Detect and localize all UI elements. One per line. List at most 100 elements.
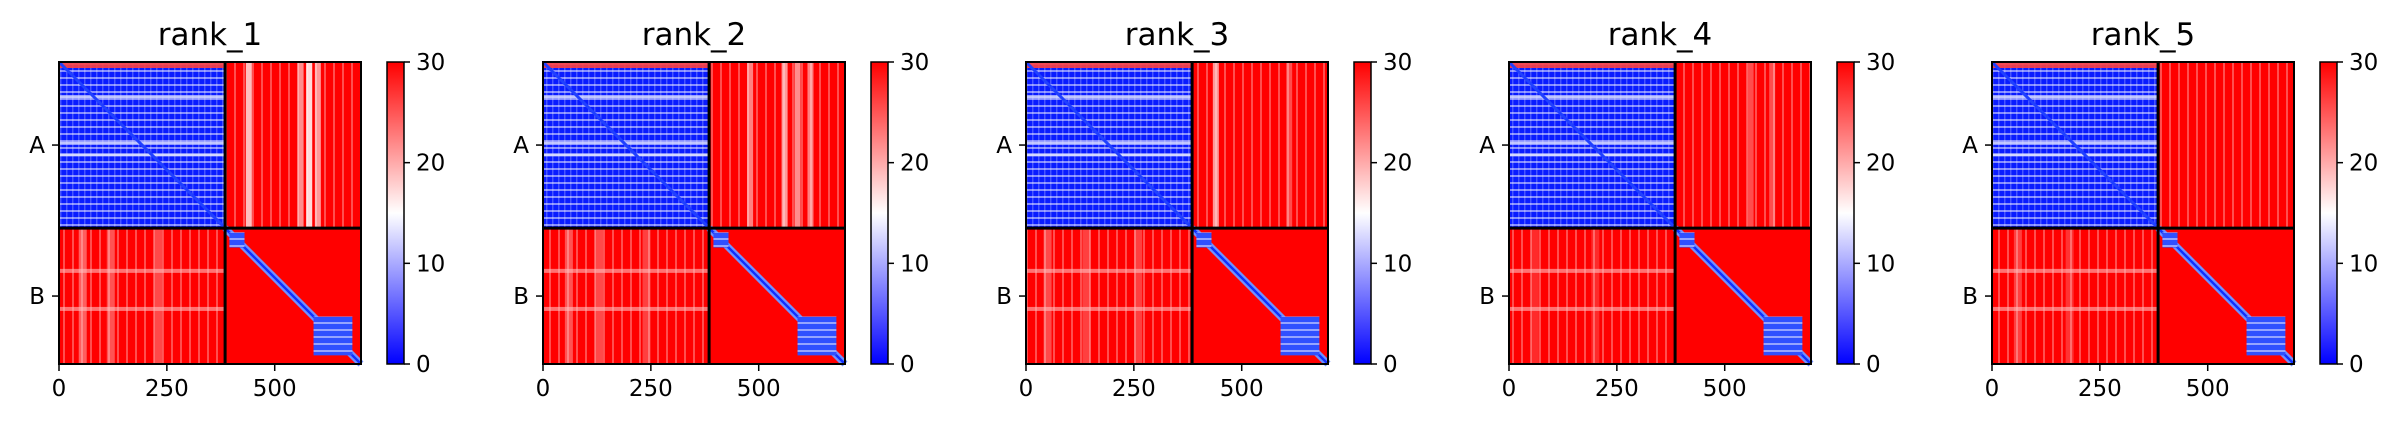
inter-chain-BA-band bbox=[1026, 306, 1193, 311]
inter-chain-BA-band bbox=[1992, 306, 2159, 311]
diagonal-A bbox=[1507, 60, 1677, 230]
inter-chain-BA-texture bbox=[1509, 228, 1676, 364]
panel-body: 0 250 500 A B 0 10 20 30 bbox=[1479, 50, 1895, 402]
domain-block-B-texture bbox=[2246, 316, 2286, 356]
y-tick-label: A bbox=[996, 133, 1012, 159]
colorbar-tick-label: 10 bbox=[1383, 251, 1412, 277]
y-tick-label: A bbox=[29, 133, 45, 159]
x-tick-label: 250 bbox=[2078, 376, 2122, 402]
x-tick-label: 0 bbox=[536, 376, 551, 402]
inter-chain-AB-texture bbox=[1192, 62, 1328, 229]
colorbar-tick-label: 20 bbox=[900, 151, 929, 177]
inter-chain-BA-band bbox=[59, 306, 226, 311]
colorbar-gradient bbox=[1353, 61, 1372, 365]
intra-chain-A-band bbox=[1026, 95, 1193, 99]
colorbar-gradient bbox=[386, 61, 405, 365]
inter-chain-AB-texture bbox=[709, 62, 845, 229]
colorbar-tick-label: 10 bbox=[900, 251, 929, 277]
diagonal-A bbox=[57, 60, 227, 230]
domain-block-B-texture bbox=[229, 232, 245, 248]
colorbar: 0 10 20 30 bbox=[870, 50, 929, 378]
x-tick-label: 250 bbox=[145, 376, 189, 402]
inter-chain-BA-stripe bbox=[1043, 228, 1052, 364]
inter-chain-BA-stripe bbox=[595, 228, 604, 364]
intra-chain-A-edge bbox=[543, 62, 710, 68]
domain-block-B-texture bbox=[1280, 316, 1320, 356]
intra-chain-A-band bbox=[1509, 95, 1676, 99]
heatmap-frame bbox=[1508, 61, 1812, 365]
intra-chain-A-band bbox=[543, 153, 710, 157]
colorbar-tick-label: 0 bbox=[1383, 352, 1398, 378]
inter-chain-AB-stripe bbox=[314, 62, 321, 229]
intra-chain-A-band bbox=[1992, 153, 2159, 157]
inter-chain-BA-stripe bbox=[78, 228, 87, 364]
colorbar-tick-label: 20 bbox=[1866, 151, 1895, 177]
colorbar: 0 10 20 30 bbox=[2319, 50, 2378, 378]
inter-chain-AB-stripe bbox=[794, 62, 801, 229]
x-tick-label: 250 bbox=[629, 376, 673, 402]
panel-rank-3: rank_3 0 250 500 A B 0 10 20 30 bbox=[996, 17, 1412, 402]
x-tick-label: 500 bbox=[1703, 376, 1747, 402]
panel-rank-1: rank_1 0 250 500 A B 0 10 20 30 bbox=[29, 17, 445, 402]
inter-chain-BA-band bbox=[543, 268, 710, 273]
heatmap bbox=[1024, 60, 1331, 367]
intra-chain-A-edge bbox=[1509, 62, 1676, 68]
y-tick-label: A bbox=[1479, 133, 1495, 159]
colorbar-tick-label: 30 bbox=[1383, 50, 1412, 76]
intra-chain-A-band bbox=[59, 153, 226, 157]
panel-body: 0 250 500 A B 0 10 20 30 bbox=[1962, 50, 2378, 402]
heatmap bbox=[1990, 60, 2297, 367]
inter-chain-AB-texture bbox=[1675, 62, 1811, 229]
x-tick-label: 500 bbox=[1220, 376, 1264, 402]
panel-title: rank_3 bbox=[1125, 17, 1230, 53]
inter-chain-AB-stripe bbox=[781, 62, 788, 229]
domain-block-B-texture bbox=[1196, 232, 1212, 248]
heatmap-frame bbox=[1991, 61, 2295, 365]
x-tick-label: 0 bbox=[1985, 376, 2000, 402]
heatmap bbox=[541, 60, 848, 367]
panel-title: rank_4 bbox=[1608, 17, 1713, 53]
inter-chain-AB-texture bbox=[225, 62, 361, 229]
inter-chain-BA-stripe bbox=[106, 228, 115, 364]
colorbar-gradient bbox=[2319, 61, 2338, 365]
intra-chain-A-edge bbox=[1992, 62, 2159, 68]
heatmap-frame bbox=[1025, 61, 1329, 365]
inter-chain-BA-band bbox=[1509, 268, 1676, 273]
intra-chain-A-edge bbox=[59, 62, 226, 68]
y-tick-label: A bbox=[1962, 133, 1978, 159]
inter-chain-BA-band bbox=[1026, 268, 1193, 273]
x-tick-label: 500 bbox=[253, 376, 297, 402]
colorbar-tick-label: 0 bbox=[2349, 352, 2364, 378]
inter-chain-BA-stripe bbox=[564, 228, 573, 364]
y-tick-label: B bbox=[996, 284, 1012, 310]
heatmap bbox=[1507, 60, 1814, 367]
colorbar-tick-label: 30 bbox=[416, 50, 445, 76]
colorbar-tick-label: 10 bbox=[1866, 251, 1895, 277]
inter-chain-BA-stripe bbox=[1082, 228, 1091, 364]
inter-chain-AB-stripe bbox=[306, 62, 313, 229]
inter-chain-BA-texture bbox=[543, 228, 710, 364]
domain-block-B-texture bbox=[1763, 316, 1803, 356]
inter-chain-BA-stripe bbox=[2065, 228, 2074, 364]
y-tick-label: B bbox=[1479, 284, 1495, 310]
x-tick-label: 0 bbox=[1019, 376, 1034, 402]
intra-chain-A-band bbox=[543, 95, 710, 99]
intra-chain-A-band bbox=[1992, 95, 2159, 99]
colorbar-tick-label: 30 bbox=[1866, 50, 1895, 76]
colorbar-tick-label: 20 bbox=[416, 151, 445, 177]
inter-chain-BA-band bbox=[1992, 268, 2159, 273]
inter-chain-AB-stripe bbox=[297, 62, 304, 229]
inter-chain-AB-stripe bbox=[1286, 62, 1293, 229]
inter-chain-AB-stripe bbox=[747, 62, 754, 229]
colorbar-tick-label: 0 bbox=[1866, 352, 1881, 378]
panel-rank-5: rank_5 0 250 500 A B 0 10 20 30 bbox=[1962, 17, 2378, 402]
domain-block-B-texture bbox=[2162, 232, 2178, 248]
intra-chain-A-edge bbox=[1026, 62, 1193, 68]
panel-body: 0 250 500 A B 0 10 20 30 bbox=[996, 50, 1412, 402]
diagonal-A bbox=[1990, 60, 2160, 230]
heatmap bbox=[57, 60, 364, 367]
y-tick-label: B bbox=[29, 284, 45, 310]
inter-chain-AB-texture bbox=[2158, 62, 2294, 229]
intra-chain-A-band bbox=[1026, 153, 1193, 157]
